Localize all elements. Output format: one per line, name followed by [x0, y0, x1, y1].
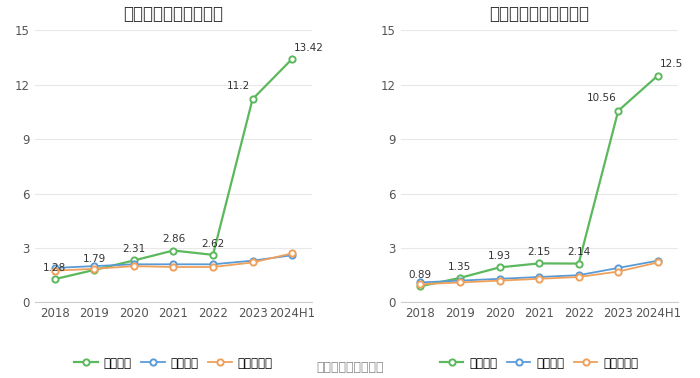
- Text: 1.93: 1.93: [488, 251, 511, 261]
- 行业中位数: [456, 280, 464, 285]
- Text: 12.5: 12.5: [660, 59, 683, 69]
- 流动比率: [50, 277, 59, 282]
- 行业中位数: [416, 282, 424, 287]
- Line: 流动比率: 流动比率: [52, 56, 295, 282]
- Text: 10.56: 10.56: [587, 93, 616, 103]
- 行业中位数: [130, 264, 138, 268]
- 行业均值: [50, 266, 59, 270]
- 行业均值: [416, 280, 424, 285]
- 行业中位数: [496, 278, 504, 283]
- 速动比率: [575, 261, 583, 266]
- 行业中位数: [169, 265, 178, 269]
- 行业中位数: [209, 265, 217, 269]
- 行业均值: [90, 264, 99, 268]
- 流动比率: [90, 268, 99, 272]
- 速动比率: [614, 108, 622, 113]
- 流动比率: [288, 57, 296, 61]
- 行业均值: [288, 253, 296, 257]
- 速动比率: [416, 284, 424, 288]
- Line: 行业中位数: 行业中位数: [52, 250, 295, 274]
- 行业均值: [130, 262, 138, 266]
- Text: 1.35: 1.35: [448, 262, 472, 271]
- 流动比率: [169, 248, 178, 253]
- 行业均值: [496, 277, 504, 281]
- Text: 2.15: 2.15: [528, 247, 551, 257]
- Text: 数据来源：恒生聚源: 数据来源：恒生聚源: [316, 361, 384, 374]
- 行业中位数: [614, 269, 622, 274]
- 速动比率: [496, 265, 504, 270]
- 速动比率: [654, 73, 662, 78]
- 行业均值: [614, 266, 622, 270]
- 行业均值: [535, 275, 543, 279]
- 行业中位数: [50, 268, 59, 273]
- 行业均值: [456, 278, 464, 283]
- 速动比率: [535, 261, 543, 266]
- 行业均值: [575, 273, 583, 277]
- 行业中位数: [654, 260, 662, 265]
- 行业中位数: [90, 266, 99, 271]
- Line: 行业中位数: 行业中位数: [417, 259, 661, 287]
- 行业均值: [209, 262, 217, 266]
- Text: 0.89: 0.89: [409, 270, 432, 280]
- 流动比率: [209, 253, 217, 257]
- 速动比率: [456, 276, 464, 280]
- 行业均值: [248, 259, 257, 263]
- Line: 行业均值: 行业均值: [52, 252, 295, 271]
- Text: 2.31: 2.31: [122, 244, 146, 254]
- Title: 历年流动比率变化情况: 历年流动比率变化情况: [123, 5, 223, 23]
- Legend: 速动比率, 行业均值, 行业中位数: 速动比率, 行业均值, 行业中位数: [435, 352, 643, 374]
- 行业均值: [169, 262, 178, 266]
- 流动比率: [130, 258, 138, 263]
- Text: 2.14: 2.14: [567, 247, 590, 257]
- Line: 速动比率: 速动比率: [417, 73, 661, 290]
- 行业中位数: [288, 251, 296, 256]
- Line: 行业均值: 行业均值: [417, 257, 661, 285]
- Text: 2.62: 2.62: [202, 239, 225, 248]
- Title: 历年速动比率变化情况: 历年速动比率变化情况: [489, 5, 589, 23]
- Text: 11.2: 11.2: [228, 81, 251, 91]
- 流动比率: [248, 97, 257, 101]
- 行业均值: [654, 259, 662, 263]
- Text: 1.79: 1.79: [83, 254, 106, 263]
- Text: 1.28: 1.28: [43, 263, 66, 273]
- Text: 2.86: 2.86: [162, 234, 185, 244]
- 行业中位数: [575, 275, 583, 279]
- Text: 13.42: 13.42: [294, 43, 324, 53]
- 行业中位数: [248, 260, 257, 265]
- Legend: 流动比率, 行业均值, 行业中位数: 流动比率, 行业均值, 行业中位数: [69, 352, 277, 374]
- 行业中位数: [535, 277, 543, 281]
